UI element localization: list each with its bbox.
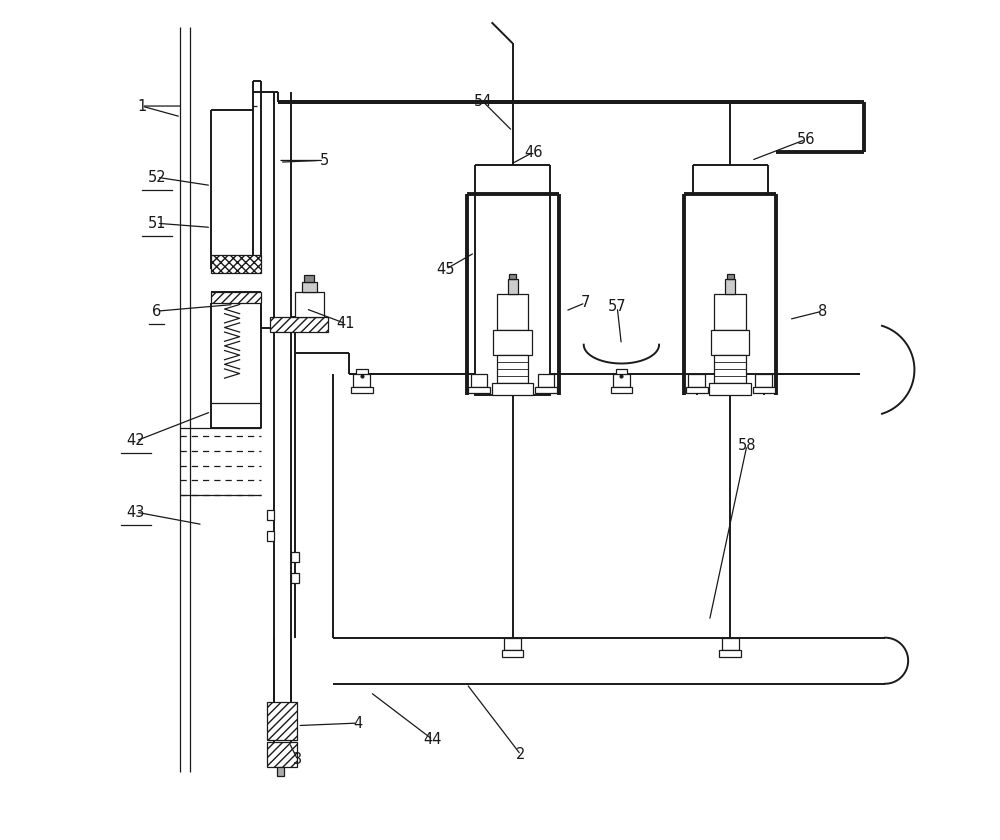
Text: 44: 44 — [424, 732, 442, 748]
Text: 3: 3 — [293, 752, 302, 767]
Text: 57: 57 — [608, 300, 627, 314]
Text: 2: 2 — [516, 748, 526, 763]
Text: 43: 43 — [127, 505, 145, 520]
Bar — [468, 386, 490, 393]
Bar — [497, 354, 528, 383]
Text: 8: 8 — [818, 304, 827, 318]
Bar — [714, 354, 746, 383]
Text: 6: 6 — [152, 304, 161, 318]
Text: 4: 4 — [353, 716, 362, 731]
Bar — [719, 650, 741, 657]
Bar — [688, 374, 705, 386]
Bar — [267, 743, 297, 768]
Bar — [504, 638, 521, 650]
Bar — [270, 317, 328, 332]
Text: 58: 58 — [738, 438, 756, 453]
Bar — [714, 294, 746, 329]
Text: 5: 5 — [320, 153, 329, 168]
Bar — [353, 374, 370, 386]
Text: 45: 45 — [436, 262, 455, 277]
Bar — [538, 374, 554, 386]
Bar — [295, 292, 324, 317]
Bar — [709, 383, 751, 395]
Bar — [725, 280, 735, 294]
Text: 54: 54 — [474, 94, 493, 109]
Text: 7: 7 — [581, 296, 590, 310]
Text: 41: 41 — [337, 316, 355, 331]
Bar — [267, 702, 297, 740]
Bar — [497, 294, 528, 329]
Text: 46: 46 — [524, 144, 543, 160]
Bar — [475, 194, 550, 395]
Bar — [616, 369, 627, 379]
Text: 52: 52 — [147, 170, 166, 185]
Text: 51: 51 — [147, 216, 166, 231]
Bar — [291, 573, 299, 583]
Bar — [613, 374, 630, 386]
Bar — [509, 275, 516, 280]
Bar — [535, 386, 557, 393]
Bar — [508, 280, 518, 294]
Bar — [302, 282, 317, 292]
Text: 42: 42 — [126, 433, 145, 449]
Bar — [492, 383, 533, 395]
Bar — [267, 511, 274, 521]
Bar — [304, 276, 314, 282]
Bar — [211, 292, 261, 302]
Bar — [351, 386, 373, 393]
Bar — [711, 329, 749, 354]
Bar — [471, 374, 487, 386]
Bar — [722, 638, 739, 650]
Bar — [291, 552, 299, 562]
Bar — [753, 386, 775, 393]
Text: 56: 56 — [796, 132, 815, 147]
Bar — [267, 532, 274, 542]
Bar — [755, 374, 772, 386]
Bar — [611, 386, 632, 393]
Bar — [493, 329, 532, 354]
Bar — [356, 369, 368, 379]
Bar — [502, 650, 523, 657]
Bar — [686, 386, 708, 393]
Bar — [211, 255, 261, 274]
Text: 1: 1 — [137, 98, 146, 113]
Bar — [277, 768, 284, 776]
Bar — [727, 275, 734, 280]
